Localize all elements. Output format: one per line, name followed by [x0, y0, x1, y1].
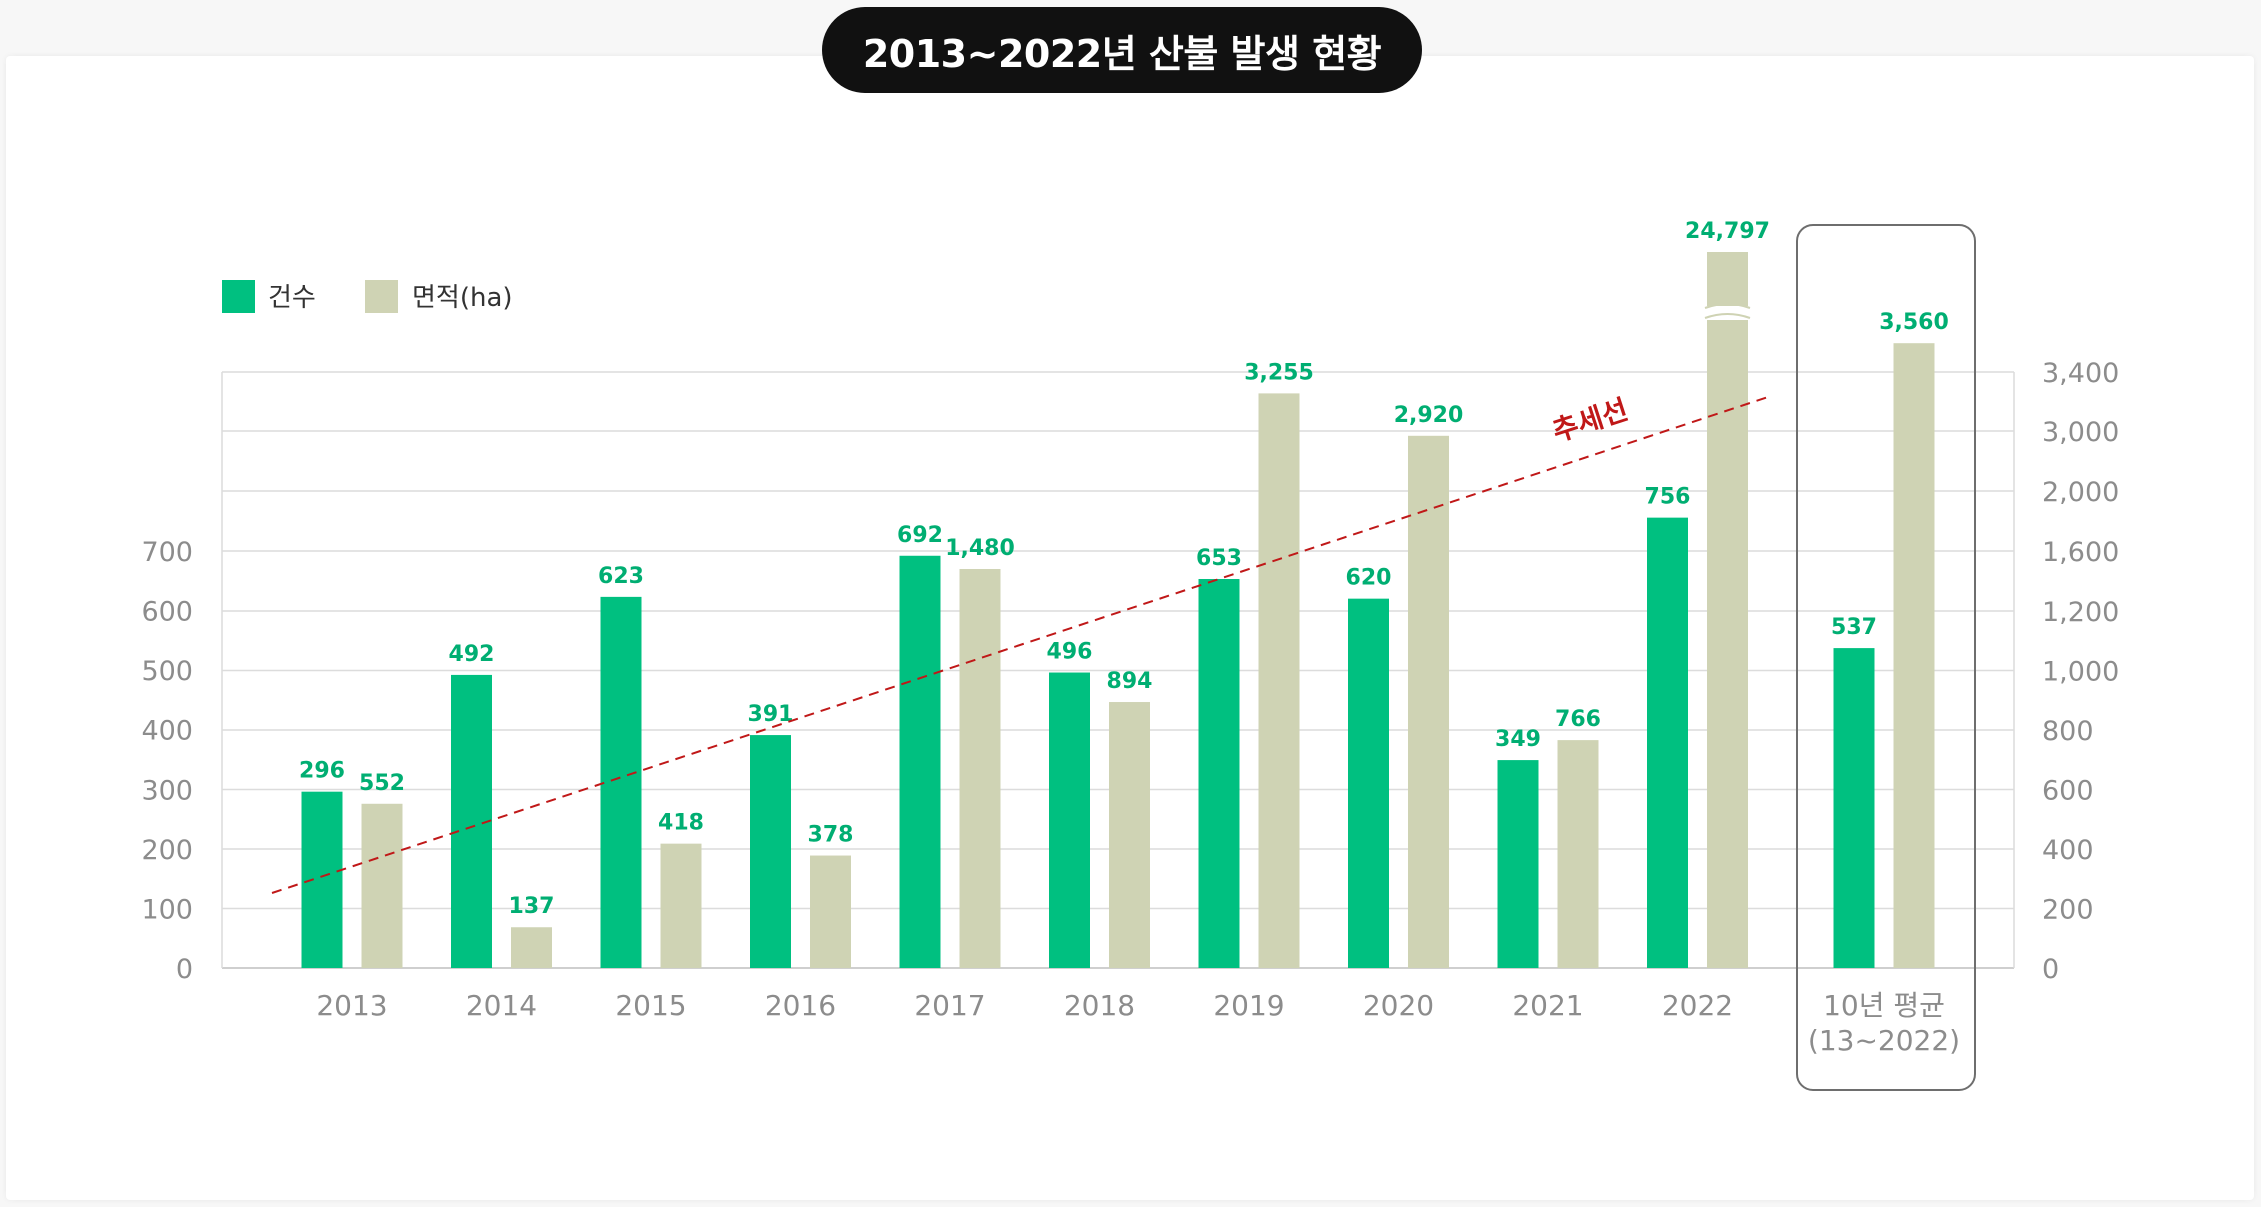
trendline [271, 396, 1769, 894]
bar-count [1348, 598, 1389, 968]
data-label-count: 492 [449, 642, 495, 667]
bar-count-average [1833, 648, 1875, 968]
left-tick-label: 400 [141, 716, 193, 747]
bar-area [1258, 393, 1300, 968]
chart-card [6, 56, 2254, 1200]
bar-count [1198, 578, 1240, 968]
data-label-area: 552 [359, 771, 405, 796]
legend-swatch-area [365, 280, 398, 313]
left-tick-label: 500 [141, 656, 193, 687]
right-tick-label: 800 [2042, 716, 2094, 747]
right-tick-label: 600 [2042, 776, 2094, 807]
data-label-area-average: 3,560 [1879, 310, 1949, 335]
right-tick-label: 1,600 [2042, 537, 2119, 568]
bar-count [1049, 672, 1090, 968]
data-label-area: 418 [658, 811, 704, 836]
x-category-label: 2022 [1662, 989, 1733, 1022]
data-label-area: 137 [509, 894, 555, 919]
data-label-area: 378 [808, 823, 854, 848]
right-tick-label: 0 [2042, 954, 2059, 985]
axis-break-mark [1704, 313, 1751, 319]
right-tick-label: 2,000 [2042, 477, 2119, 508]
legend-swatch-count [222, 280, 255, 313]
bar-area [1109, 702, 1150, 968]
legend-label-count: 건수 [268, 283, 316, 313]
right-tick-label: 3,000 [2042, 417, 2119, 448]
left-tick-label: 600 [141, 597, 193, 628]
average-group-frame [1796, 224, 1976, 1091]
data-label-count-average: 537 [1831, 615, 1877, 640]
data-label-count: 653 [1196, 546, 1242, 571]
left-tick-label: 100 [141, 894, 193, 925]
bar-area [511, 927, 552, 968]
data-label-area: 766 [1555, 707, 1601, 732]
bar-count [1497, 760, 1539, 968]
x-category-label: 2017 [914, 989, 985, 1022]
data-label-count: 623 [598, 564, 644, 589]
left-tick-label: 200 [141, 835, 193, 866]
left-tick-label: 0 [176, 954, 193, 985]
axis-break-mark [1704, 303, 1751, 309]
right-tick-label: 3,400 [2042, 358, 2119, 389]
x-average-label: 10년 평균 [1823, 989, 1945, 1022]
data-label-count: 756 [1645, 485, 1691, 510]
bar-area [810, 855, 851, 968]
right-tick-label: 200 [2042, 895, 2094, 926]
data-label-count: 692 [897, 523, 943, 548]
x-category-label: 2013 [316, 989, 387, 1022]
x-average-sublabel: (13~2022) [1808, 1024, 1960, 1057]
data-label-count: 349 [1495, 727, 1541, 752]
bar-count [750, 735, 791, 968]
bar-area [1707, 252, 1748, 968]
x-category-label: 2016 [765, 989, 836, 1022]
data-label-count: 296 [299, 759, 345, 784]
left-tick-label: 300 [141, 775, 193, 806]
x-category-label: 2019 [1213, 989, 1284, 1022]
bar-area [361, 803, 403, 968]
bar-count [301, 791, 343, 968]
x-category-label: 2021 [1512, 989, 1583, 1022]
x-category-label: 2015 [615, 989, 686, 1022]
data-label-count: 620 [1346, 566, 1392, 591]
trendline-label: 추세선 [1548, 393, 1632, 448]
right-tick-label: 1,200 [2042, 597, 2119, 628]
bar-area [959, 569, 1001, 968]
data-label-count: 496 [1047, 640, 1093, 665]
bar-area-average [1893, 343, 1935, 968]
x-category-label: 2020 [1363, 989, 1434, 1022]
data-label-area: 2,920 [1394, 403, 1464, 428]
right-tick-label: 400 [2042, 835, 2094, 866]
chart-title: 2013~2022년 산불 발생 현황 [822, 7, 1422, 93]
data-label-area: 3,255 [1244, 360, 1314, 385]
x-category-label: 2018 [1064, 989, 1135, 1022]
bar-area [1557, 740, 1599, 968]
bar-area [1408, 435, 1449, 968]
right-tick-label: 1,000 [2042, 657, 2119, 688]
left-tick-label: 700 [141, 537, 193, 568]
data-label-area: 1,480 [945, 536, 1015, 561]
legend-label-area: 면적(ha) [412, 283, 513, 313]
data-label-area: 894 [1107, 669, 1153, 694]
bar-count [1647, 517, 1688, 968]
bar-area [660, 843, 702, 968]
x-category-label: 2014 [466, 989, 537, 1022]
data-label-count: 391 [748, 702, 794, 727]
data-label-area: 24,797 [1685, 219, 1770, 244]
bar-count [899, 555, 941, 968]
bar-count [600, 596, 642, 968]
